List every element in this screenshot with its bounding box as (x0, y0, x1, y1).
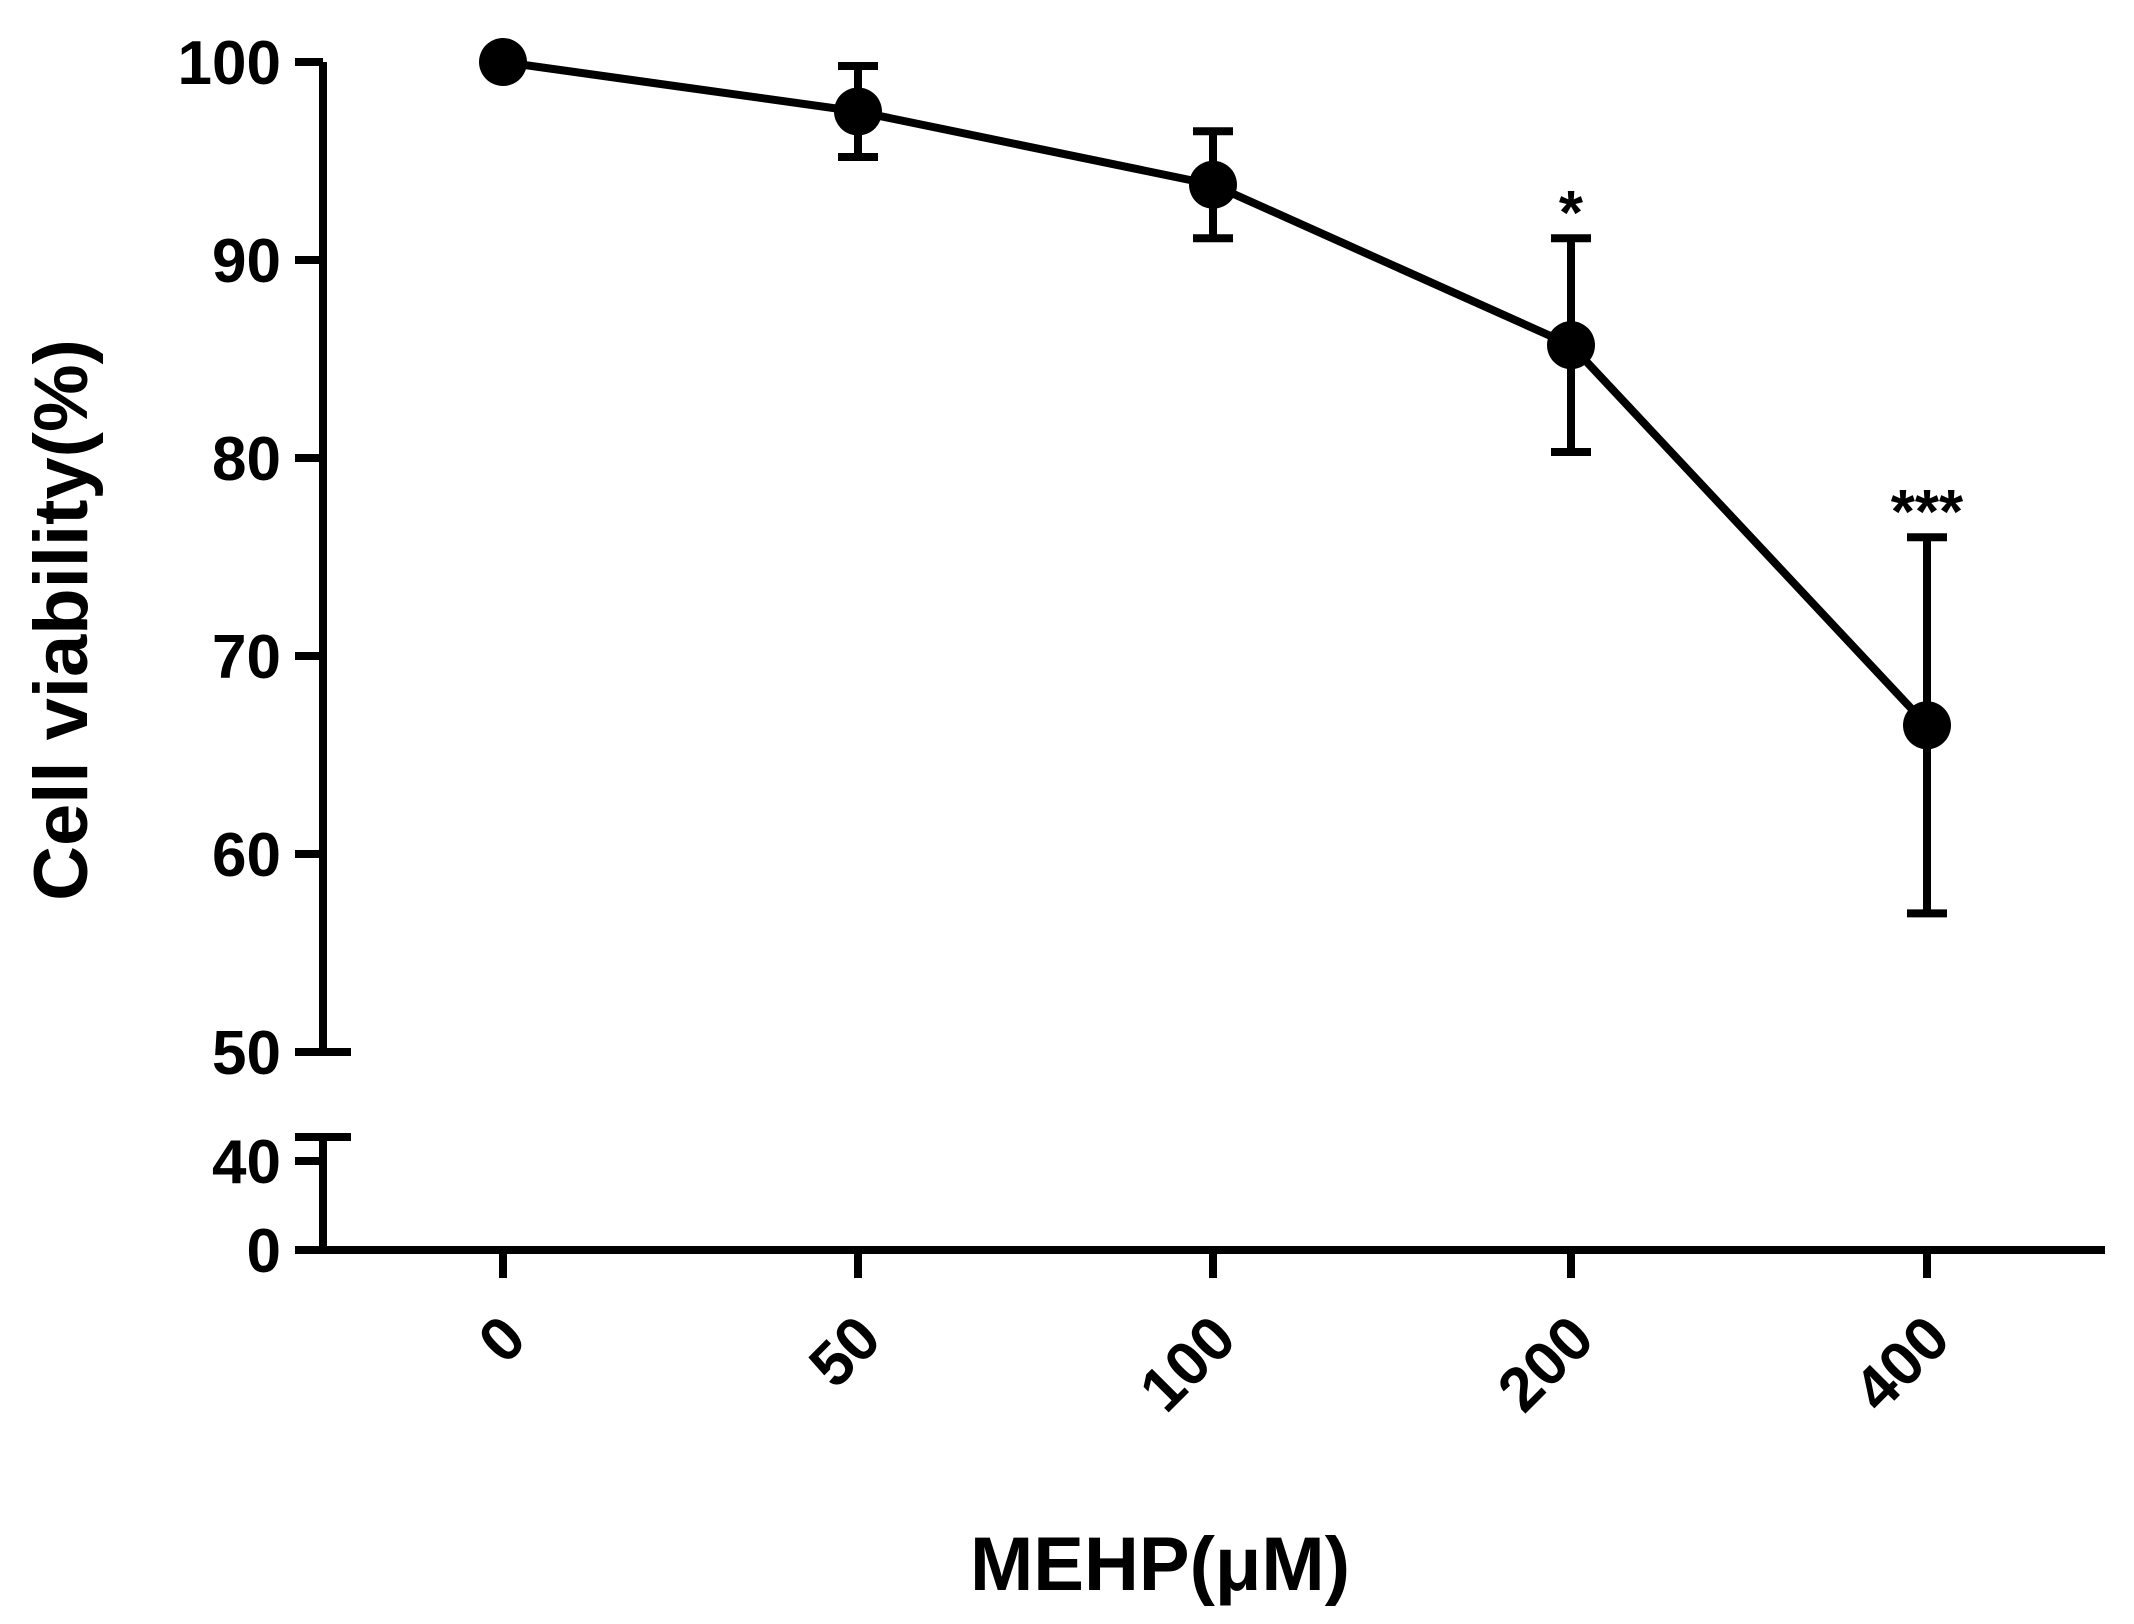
data-point (834, 87, 882, 136)
x-tick-label: 400 (1841, 1303, 1963, 1425)
significance-label: * (1559, 179, 1584, 248)
y-tick-label: 70 (212, 623, 281, 692)
y-tick-label: 50 (212, 1019, 281, 1088)
data-point (479, 38, 527, 86)
x-tick-label: 0 (466, 1303, 539, 1376)
x-tick-label: 200 (1485, 1303, 1607, 1425)
y-tick-label: 60 (212, 821, 281, 890)
y-tick-label: 80 (212, 425, 281, 494)
y-tick-label: 40 (212, 1128, 281, 1197)
x-axis-title: MEHP(μM) (970, 1522, 1350, 1607)
y-tick-label: 100 (178, 29, 281, 98)
x-tick-label: 50 (796, 1303, 894, 1401)
data-point (1547, 321, 1595, 370)
y-tick-label: 90 (212, 227, 281, 296)
series-group: **** (479, 38, 1964, 918)
data-point (1903, 701, 1951, 750)
significance-label: *** (1891, 478, 1964, 547)
data-point (1189, 160, 1237, 209)
x-tick-label: 100 (1127, 1303, 1249, 1425)
y-axis-title: Cell viability(%) (19, 339, 104, 901)
y-ticks: 50 60 70 80 90 100 0 40 (178, 29, 351, 1286)
y-tick-label: 0 (247, 1217, 281, 1286)
x-ticks: 0 50 100 200 400 (466, 1250, 1963, 1425)
